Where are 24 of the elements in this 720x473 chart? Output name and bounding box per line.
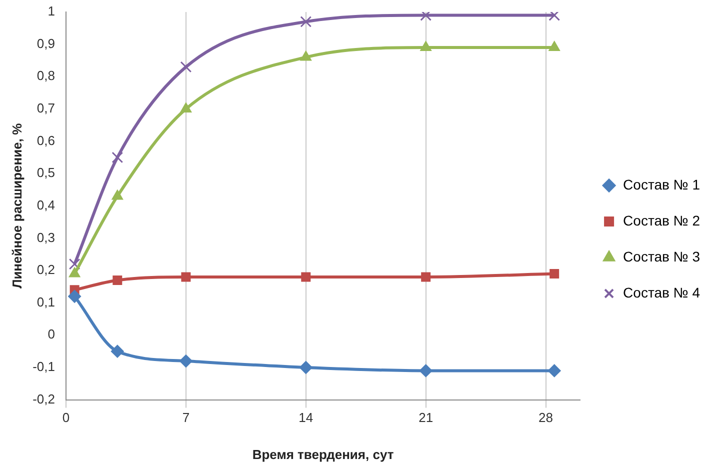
x-tick-label: 14: [298, 410, 314, 426]
y-tick-label: 0,5: [36, 165, 55, 180]
x-tick-label: 0: [62, 410, 70, 426]
x-axis-title: Время твердения, сут: [252, 446, 394, 462]
y-tick-label: 0,1: [36, 294, 55, 310]
y-tick-label: 1: [48, 4, 55, 19]
y-tick-label: 0,6: [36, 132, 55, 148]
legend-label: Состав № 1: [623, 176, 700, 192]
x-tick-label: 7: [182, 410, 190, 426]
y-tick-label: 0,8: [36, 68, 55, 84]
y-tick-label: 0,3: [36, 230, 55, 245]
y-tick-label: -0,2: [32, 391, 55, 406]
x-tick-label: 21: [418, 410, 434, 426]
legend-label: Состав № 2: [623, 212, 700, 228]
legend-label: Состав № 3: [623, 248, 700, 264]
y-tick-label: 0,4: [36, 197, 55, 212]
y-tick-label: 0,9: [36, 36, 55, 51]
y-tick-label: -0,1: [32, 359, 55, 374]
x-tick-label: 28: [538, 410, 554, 426]
y-tick-label: 0: [48, 326, 55, 342]
legend-label: Состав № 4: [623, 284, 700, 300]
y-tick-label: 0,2: [36, 262, 55, 278]
y-tick-label: 0,7: [36, 100, 55, 116]
y-axis-title: Линейное расширение, %: [9, 122, 24, 288]
